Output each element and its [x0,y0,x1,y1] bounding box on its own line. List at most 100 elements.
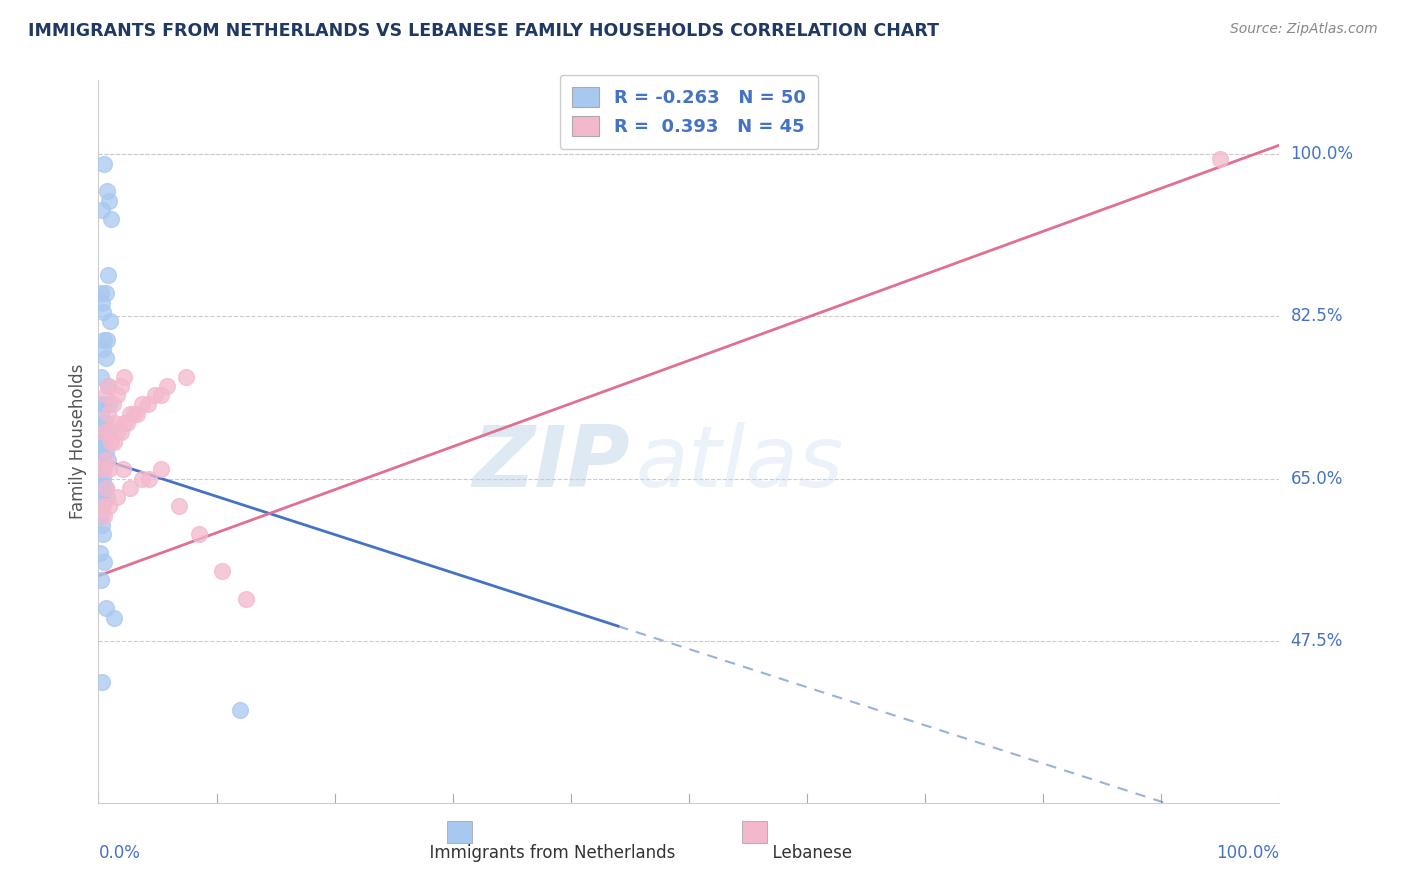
Point [93,156,115,170]
Text: 65.0%: 65.0% [1291,469,1343,488]
Point [93,333,115,347]
Point [112,416,135,430]
Point [93,434,115,449]
Point [103,842,125,856]
Point [156,379,179,393]
Point [120,407,142,421]
Point [91,295,114,310]
Point [94,351,117,366]
Point [97,268,120,282]
Point [94,601,117,615]
Point [98,500,121,514]
Point [112,462,135,476]
Text: Source: ZipAtlas.com: Source: ZipAtlas.com [1230,22,1378,37]
Point [131,397,153,411]
Point [96,490,118,504]
Text: Immigrants from Netherlands: Immigrants from Netherlands [419,845,675,863]
Point [103,434,125,449]
Text: 100.0%: 100.0% [1216,845,1279,863]
Point [90,508,112,523]
Point [96,870,118,884]
Point [97,453,120,467]
Text: ZIP: ZIP [472,422,630,505]
Point [100,434,122,449]
Text: atlas: atlas [636,422,844,505]
Point [91,439,114,453]
Point [91,500,114,514]
Point [98,462,121,476]
Point [94,443,117,458]
Point [110,379,132,393]
Point [97,379,120,393]
Point [115,416,138,430]
Point [97,379,120,393]
Point [93,555,115,569]
Point [138,472,160,486]
Point [235,592,257,607]
Point [93,425,115,440]
Point [91,476,114,491]
Point [101,397,124,411]
Point [94,416,117,430]
Point [91,527,114,541]
Point [91,485,114,500]
Point [94,388,117,402]
Point [229,703,252,717]
Text: 100.0%: 100.0% [1291,145,1354,163]
Point [1209,152,1232,166]
Point [187,527,209,541]
Point [89,453,111,467]
Point [150,462,173,476]
Point [105,425,128,440]
Point [89,546,111,560]
Point [91,342,114,356]
Point [143,388,166,402]
Text: 47.5%: 47.5% [1291,632,1343,649]
Y-axis label: Family Households: Family Households [69,364,87,519]
Point [103,610,125,624]
Point [98,397,121,411]
Point [91,462,114,476]
Point [127,407,149,421]
Text: IMMIGRANTS FROM NETHERLANDS VS LEBANESE FAMILY HOUSEHOLDS CORRELATION CHART: IMMIGRANTS FROM NETHERLANDS VS LEBANESE … [28,22,939,40]
Point [91,472,114,486]
Point [150,388,173,402]
Text: 82.5%: 82.5% [1291,308,1343,326]
Point [91,416,114,430]
Point [122,407,145,421]
Point [105,388,128,402]
Point [94,481,117,495]
Point [91,202,114,217]
Point [91,305,114,319]
Point [98,194,121,208]
Point [96,333,118,347]
Point [96,185,118,199]
Point [91,425,114,440]
Point [110,425,132,440]
Point [91,675,114,690]
Point [112,369,135,384]
Point [93,462,115,476]
Text: Lebanese: Lebanese [762,845,852,863]
Point [91,517,114,532]
Legend: R = -0.263   N = 50, R =  0.393   N = 45: R = -0.263 N = 50, R = 0.393 N = 45 [560,75,818,149]
Point [136,397,159,411]
Point [94,453,117,467]
Point [211,564,233,578]
Text: 0.0%: 0.0% [98,845,141,863]
Point [104,416,127,430]
Point [96,425,118,440]
Point [97,407,120,421]
Point [90,407,112,421]
Point [98,314,121,328]
Point [93,494,115,508]
Point [94,286,117,301]
Point [120,481,142,495]
Point [90,434,112,449]
Point [167,500,190,514]
Point [90,467,112,481]
Point [93,397,115,411]
Point [90,286,112,301]
Point [91,397,114,411]
Point [94,481,117,495]
